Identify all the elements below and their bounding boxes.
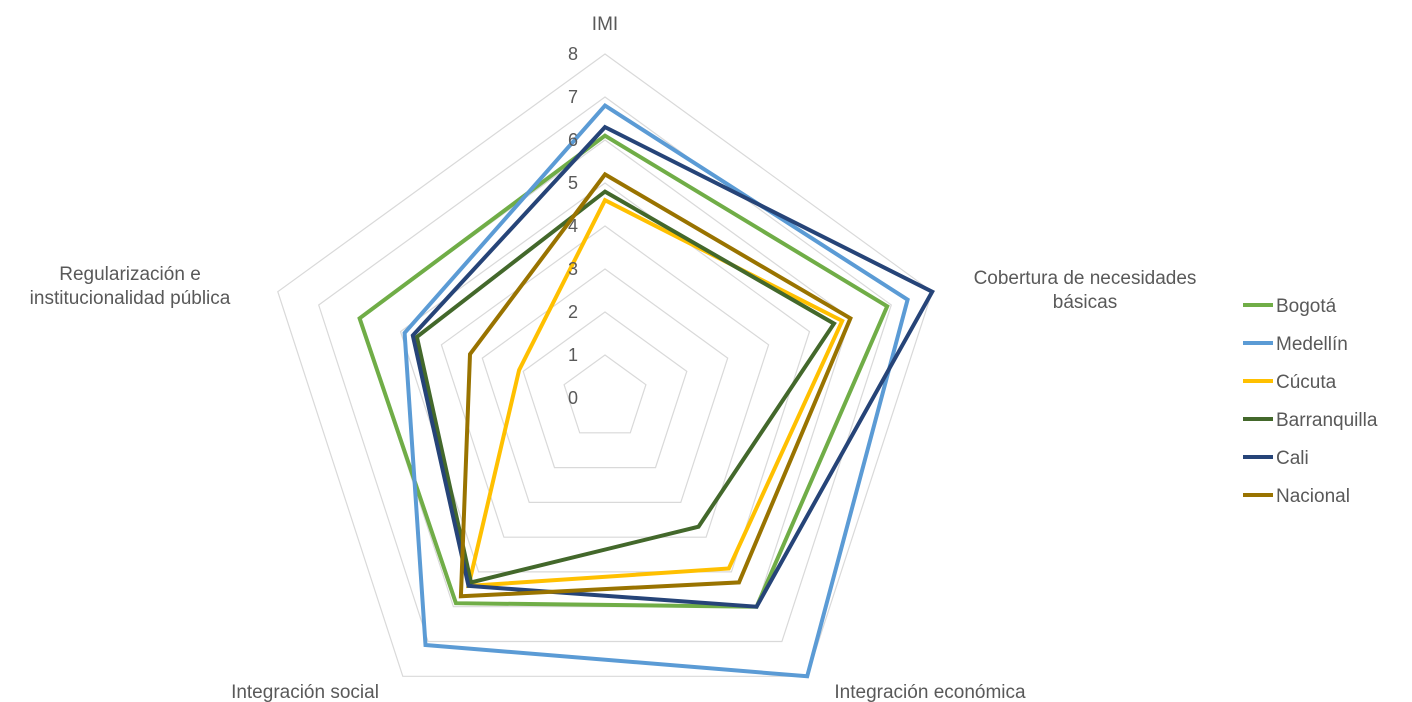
radial-tick-labels: 0 1 2 3 4 5 6 7 8: [568, 44, 578, 408]
tick-label-0: 0: [568, 388, 578, 408]
tick-label-1: 1: [568, 345, 578, 365]
tick-label-8: 8: [568, 44, 578, 64]
axis-labels: IMI Cobertura de necesidades básicas Integr…: [30, 14, 1197, 702]
axis-label-3: Integración social: [231, 682, 379, 702]
axis-label-1: Cobertura de necesidades básicas: [974, 268, 1197, 313]
tick-label-2: 2: [568, 302, 578, 322]
tick-label-5: 5: [568, 173, 578, 193]
tick-label-7: 7: [568, 87, 578, 107]
legend-label-0: Bogotá: [1276, 296, 1337, 317]
legend-label-5: Nacional: [1276, 486, 1350, 507]
legend-label-1: Medellín: [1276, 334, 1348, 355]
axis-label-2: Integración económica: [834, 682, 1026, 702]
tick-label-4: 4: [568, 216, 578, 236]
legend-label-4: Cali: [1276, 448, 1309, 469]
tick-label-3: 3: [568, 259, 578, 279]
series-line-0: [360, 136, 888, 607]
axis-label-4: Regularización e institucionalidad públic…: [30, 264, 231, 309]
axis-label-0: IMI: [592, 14, 618, 35]
legend-label-3: Barranquilla: [1276, 410, 1378, 431]
grid-ring-2: [523, 312, 687, 468]
series-lines: [360, 106, 933, 677]
tick-label-6: 6: [568, 130, 578, 150]
legend-label-2: Cúcuta: [1276, 372, 1337, 393]
legend: Bogotá Medellín Cúcuta Barranquilla Cali Naci…: [1243, 296, 1378, 507]
series-line-1: [405, 106, 908, 677]
